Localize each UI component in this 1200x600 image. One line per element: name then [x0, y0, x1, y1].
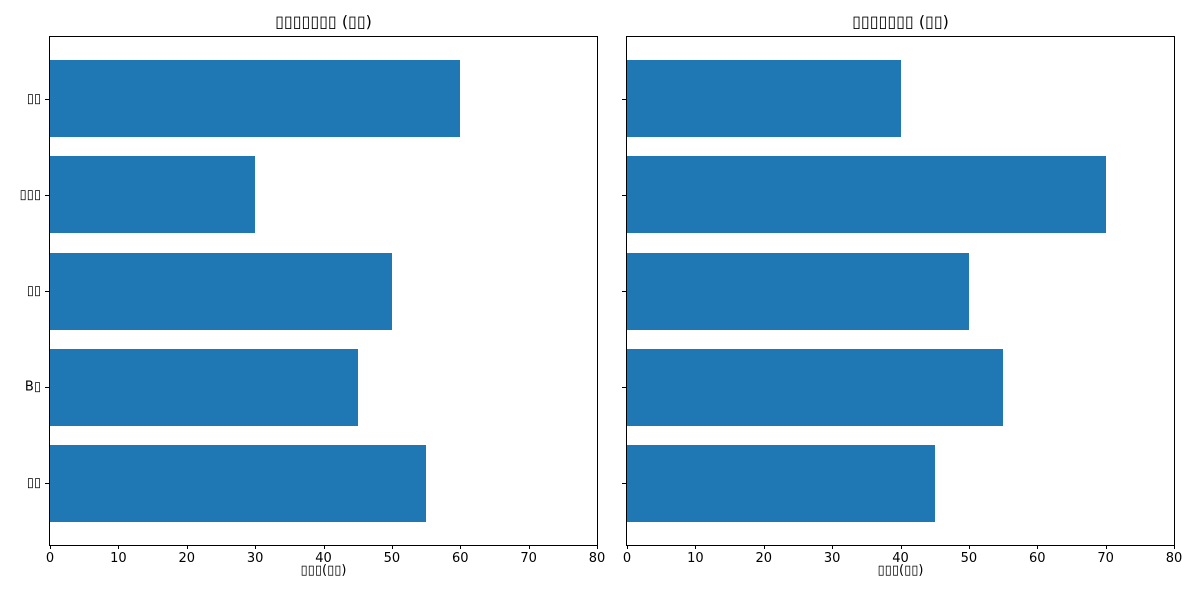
x-tick-label: 70 [1097, 551, 1114, 566]
x-tick-label: 70 [520, 551, 537, 566]
x-tick-mark [323, 545, 325, 549]
x-tick-mark [968, 545, 970, 549]
left-chart-title: ▯▯▯▯▯▯▯ (▯▯) [275, 12, 372, 31]
x-tick-mark [186, 545, 188, 549]
x-tick-mark [627, 545, 628, 549]
right-plot-area: 0 10 20 30 40 50 60 70 80 [622, 36, 1182, 566]
x-tick-label: 10 [110, 551, 127, 566]
x-tick-mark [50, 545, 51, 549]
y-tick-mark [622, 194, 626, 196]
right-x-axis-label: ▯▯▯(▯▯) [877, 563, 924, 578]
left-x-axis-label: ▯▯▯(▯▯) [300, 563, 347, 578]
x-tick-mark [460, 545, 462, 549]
x-tick-label: 20 [755, 551, 773, 566]
x-tick-mark [255, 545, 257, 549]
x-tick-mark [695, 545, 697, 549]
y-tick-label: B▯ [24, 379, 41, 395]
x-tick-label: 50 [960, 551, 978, 566]
x-tick-label: 0 [45, 551, 55, 566]
y-tick-label: ▯▯ [26, 91, 41, 107]
x-tick-label: 30 [246, 551, 264, 566]
bar [50, 252, 392, 330]
right-chart-title: ▯▯▯▯▯▯▯ (▯▯) [852, 12, 949, 31]
y-tick-mark [45, 291, 49, 292]
bar [627, 60, 901, 138]
left-bar-chart: ▯▯▯▯▯▯▯ (▯▯) ▯▯ ▯▯▯ ▯▯ B▯ ▯▯ 0 10 20 30 40 50 60 70 8… [20, 0, 606, 600]
y-tick-mark [622, 483, 626, 485]
bar [627, 156, 1106, 234]
x-tick-mark [763, 545, 765, 549]
x-tick-label: 80 [588, 551, 606, 566]
y-tick-label: ▯▯ [26, 475, 41, 491]
bar [50, 60, 461, 138]
left-plot-area: ▯▯ ▯▯▯ ▯▯ B▯ ▯▯ 0 10 20 30 40 50 60 70 80 [20, 36, 605, 566]
bar [627, 252, 969, 330]
y-tick-mark [45, 387, 49, 389]
bar [627, 444, 935, 522]
y-tick-label: ▯▯▯ [19, 187, 41, 203]
bar [50, 444, 427, 522]
x-tick-label: 30 [823, 551, 841, 566]
x-tick-label: 10 [687, 551, 704, 566]
x-tick-label: 50 [383, 551, 401, 566]
x-tick-mark [597, 545, 598, 549]
y-tick-mark [45, 483, 49, 485]
x-tick-label: 0 [622, 551, 632, 566]
x-tick-label: 80 [1165, 551, 1183, 566]
y-tick-mark [45, 98, 49, 100]
y-tick-mark [45, 194, 49, 196]
x-tick-mark [900, 545, 902, 549]
bar [627, 348, 1004, 426]
x-tick-label: 40 [892, 551, 909, 566]
x-tick-mark [391, 545, 393, 549]
y-tick-label: ▯▯ [26, 283, 41, 299]
x-tick-label: 60 [451, 551, 469, 566]
x-tick-mark [832, 545, 834, 549]
y-tick-mark [622, 387, 626, 389]
bar [50, 156, 256, 234]
x-tick-mark [1105, 545, 1107, 549]
x-tick-label: 40 [315, 551, 332, 566]
right-bar-chart: ▯▯▯▯▯▯▯ (▯▯) 0 10 20 30 40 50 60 70 80 ▯▯▯(▯▯) [622, 0, 1182, 600]
x-tick-mark [1174, 545, 1175, 549]
x-tick-mark [528, 545, 530, 549]
y-tick-mark [622, 291, 626, 292]
x-tick-mark [118, 545, 120, 549]
y-tick-mark [622, 98, 626, 100]
x-tick-label: 20 [178, 551, 196, 566]
bar [50, 348, 358, 426]
x-tick-label: 60 [1028, 551, 1046, 566]
x-tick-mark [1037, 545, 1039, 549]
